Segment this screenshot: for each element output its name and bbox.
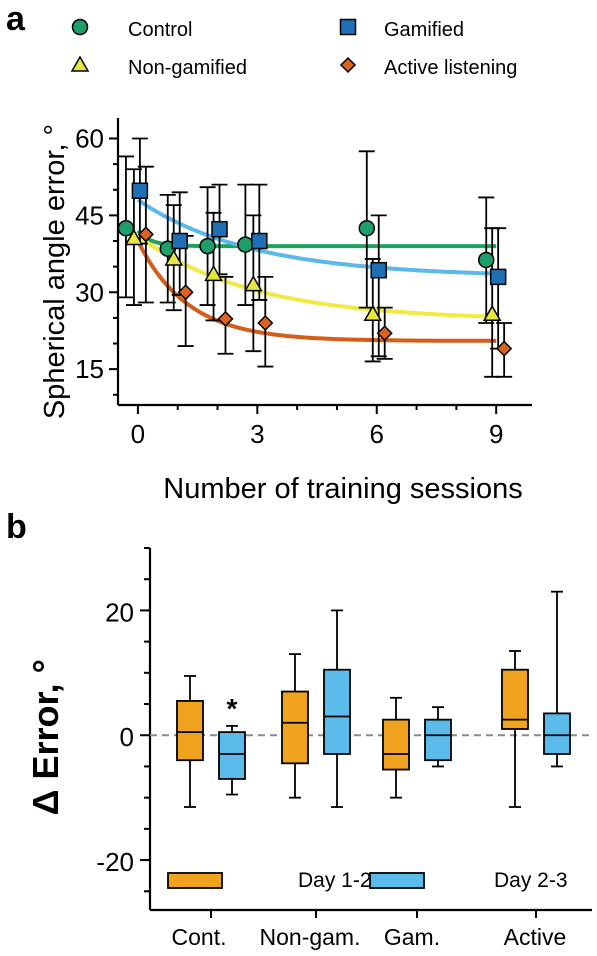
box-day-1-2 <box>176 700 204 762</box>
y-axis-title: Spherical angle error, ° <box>39 124 71 419</box>
category-label: Cont. <box>172 924 227 950</box>
legend-swatch-day-1-2 <box>167 872 223 889</box>
box-day-2-3 <box>424 718 452 762</box>
fit-curve-gamified <box>136 198 497 276</box>
y-tick-label: 60 <box>75 124 104 154</box>
panel-a-letter: a <box>6 0 26 38</box>
legend-marker-non-gamified <box>70 55 90 72</box>
category-label: Active <box>504 924 567 950</box>
y-tick-label: 20 <box>105 597 134 627</box>
data-point-control <box>117 219 135 237</box>
y-tick-label: 0 <box>120 722 134 752</box>
data-point-gamified <box>489 268 507 286</box>
legend-label: Day 1-2 <box>298 869 372 892</box>
fit-curve-active-listening <box>136 240 497 343</box>
x-axis-title: Number of training sessions <box>163 473 522 505</box>
data-point-active-listening <box>137 226 154 243</box>
data-point-non-gamified <box>124 228 144 246</box>
legend-label: Non-gamified <box>128 57 247 79</box>
data-point-control <box>358 219 376 237</box>
data-point-non-gamified <box>204 264 223 282</box>
box-day-2-3 <box>218 731 246 780</box>
significance-star: * <box>227 693 238 724</box>
legend-label: Day 2-3 <box>494 869 568 892</box>
data-point-control <box>199 237 216 255</box>
data-point-gamified <box>211 220 228 238</box>
panel-b-letter: b <box>6 508 27 546</box>
legend-label: Active listening <box>384 57 517 79</box>
legend-label: Gamified <box>384 19 464 41</box>
data-point-active-listening <box>177 284 194 301</box>
data-point-gamified <box>131 182 149 200</box>
category-label: Gam. <box>384 924 440 950</box>
y-tick-label: 45 <box>75 200 104 230</box>
data-point-active-listening <box>496 340 513 357</box>
legend-marker-control <box>71 18 89 36</box>
fit-curve-non-gamified <box>136 234 497 319</box>
chart-b: -20 0 20 Δ Error, ° Cont. Non-gam. Gam. Active *… <box>25 547 592 950</box>
box-day-2-3 <box>543 712 571 755</box>
data-point-non-gamified <box>164 249 184 266</box>
legend-label: Control <box>128 19 192 41</box>
y-axis-title: Δ Error, ° <box>25 659 66 815</box>
data-point-gamified <box>370 261 387 279</box>
y-tick-label: -20 <box>96 847 134 877</box>
data-point-gamified <box>171 232 188 250</box>
data-point-gamified <box>251 232 268 250</box>
data-point-non-gamified <box>482 304 502 322</box>
fit-curve-control <box>136 229 497 249</box>
box-day-1-2 <box>382 718 410 771</box>
box-day-2-3 <box>323 668 351 755</box>
y-tick-label: 15 <box>75 354 104 384</box>
data-point-control <box>477 251 495 269</box>
x-tick-label: 9 <box>489 419 503 449</box>
data-point-non-gamified <box>244 275 263 292</box>
data-point-active-listening <box>376 325 393 342</box>
x-tick-label: 3 <box>250 419 264 449</box>
legend-swatch-day-2-3 <box>369 872 425 889</box>
data-point-active-listening <box>257 314 274 332</box>
category-label: Non-gam. <box>260 924 361 950</box>
y-tick-label: 30 <box>75 277 104 307</box>
x-tick-label: 0 <box>131 419 145 449</box>
data-point-non-gamified <box>363 304 383 322</box>
box-day-1-2 <box>281 690 309 765</box>
legend-marker-gamified <box>339 18 357 36</box>
legend-marker-active-listening <box>339 56 357 74</box>
chart-a: Control Gamified Non-gamified Active listen… <box>39 18 532 505</box>
data-point-active-listening <box>217 310 234 327</box>
x-tick-label: 6 <box>370 419 384 449</box>
data-point-control <box>237 236 254 253</box>
